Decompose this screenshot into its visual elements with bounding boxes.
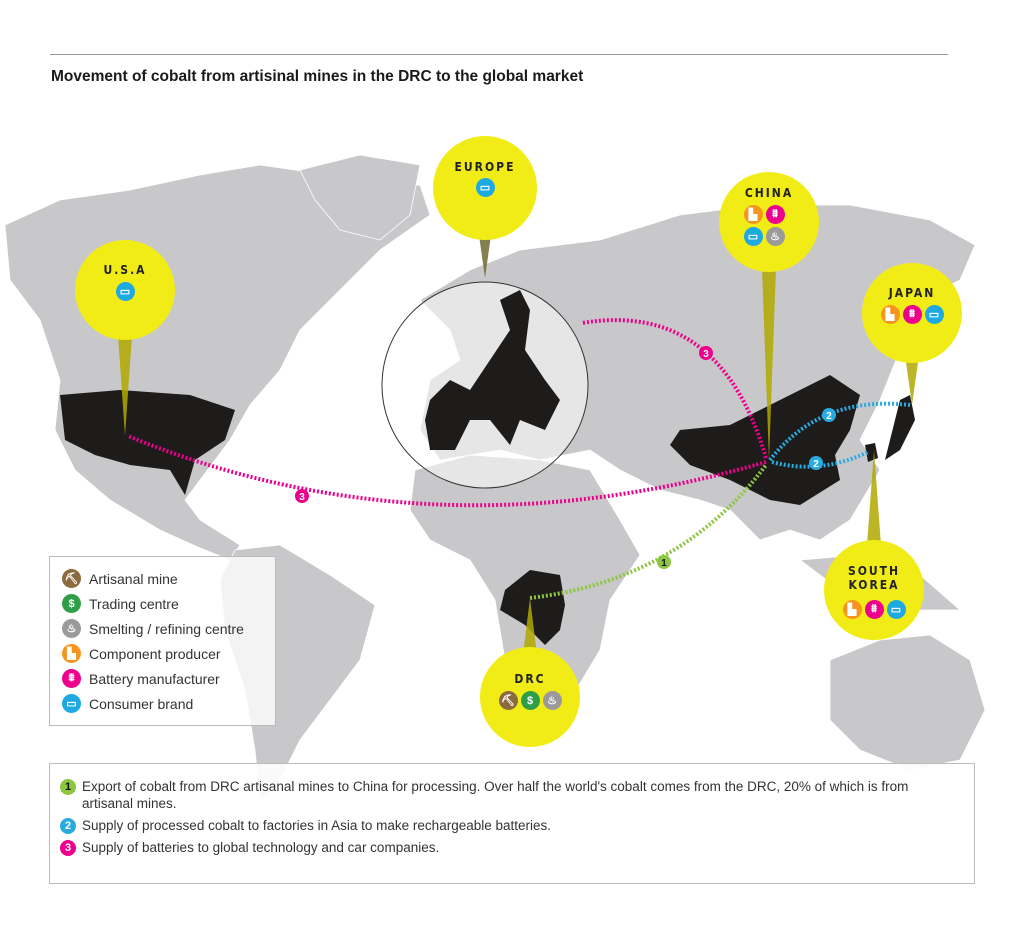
note-1: 1 Export of cobalt from DRC artisanal min…	[60, 778, 974, 812]
artisanal-mine-icon: ⛏	[498, 691, 518, 710]
note-text: Supply of batteries to global technology…	[82, 840, 440, 855]
usa-label: U.S.A	[103, 263, 147, 277]
usa-icons: ▭	[95, 282, 155, 301]
usa-pin	[118, 335, 132, 436]
consumer-brand-icon: ▭	[743, 227, 763, 246]
flow-1-marker: 1	[661, 558, 667, 569]
legend: ⛏ Artisanal mine $ Trading centre ♨ Smeltin…	[49, 556, 276, 726]
trading-centre-icon: $	[520, 691, 540, 710]
legend-item-smelting: ♨ Smelting / refining centre	[62, 616, 275, 641]
legend-item-artisanal-mine: ⛏ Artisanal mine	[62, 566, 275, 591]
note-number: 3	[60, 840, 76, 856]
europe-pin	[478, 228, 492, 278]
drc-pin	[523, 598, 537, 655]
note-2: 2 Supply of processed cobalt to factories…	[60, 817, 974, 834]
korea-pin	[867, 450, 881, 545]
note-text: Supply of processed cobalt to factories …	[82, 818, 552, 833]
europe-label: EUROPE	[454, 160, 516, 174]
legend-label: Component producer	[89, 645, 221, 662]
legend-label: Battery manufacturer	[89, 670, 220, 687]
battery-manufacturer-icon: ⩩	[765, 205, 785, 224]
battery-manufacturer-icon: ⩩	[62, 669, 81, 688]
usa-shape	[60, 390, 235, 495]
smelting-refining-centre-icon: ♨	[765, 227, 785, 246]
battery-manufacturer-icon: ⩩	[902, 305, 922, 324]
legend-item-trading-centre: $ Trading centre	[62, 591, 275, 616]
europe-icons: ▭	[455, 178, 515, 197]
page-title: Movement of cobalt from artisinal mines …	[51, 68, 584, 85]
japan-icons: ▙ ⩩ ▭	[872, 305, 952, 324]
flow-2-japan-marker: 2	[826, 411, 832, 422]
europe-shape	[425, 290, 560, 450]
consumer-brand-icon: ▭	[886, 600, 906, 619]
legend-label: Artisanal mine	[89, 570, 178, 587]
consumer-brand-icon: ▭	[475, 178, 495, 197]
trading-centre-icon: $	[62, 594, 81, 613]
battery-manufacturer-icon: ⩩	[864, 600, 884, 619]
japan-shape	[885, 395, 915, 460]
component-producer-icon: ▙	[880, 305, 900, 324]
flow-3-europe-path	[581, 318, 768, 459]
highlighted-countries	[60, 375, 915, 645]
flow-3-europe-marker: 3	[703, 349, 709, 360]
china-label: CHINA	[744, 186, 794, 200]
legend-label: Consumer brand	[89, 695, 194, 712]
south-korea-label: SOUTH KOREA	[847, 564, 901, 592]
china-shape	[670, 375, 860, 505]
note-text: Export of cobalt from DRC artisanal mine…	[82, 779, 909, 811]
south-korea-icons: ▙ ⩩ ▭	[834, 600, 914, 619]
top-rule	[50, 54, 948, 55]
consumer-brand-icon: ▭	[924, 305, 944, 324]
greenland	[299, 154, 421, 241]
smelting-refining-centre-icon: ♨	[62, 619, 81, 638]
pins	[118, 228, 919, 655]
note-number: 2	[60, 818, 76, 834]
drc-shape	[500, 570, 565, 645]
artisanal-mine-icon: ⛏	[62, 569, 81, 588]
legend-label: Trading centre	[89, 595, 179, 612]
drc-label: DRC	[514, 672, 546, 686]
component-producer-icon: ▙	[842, 600, 862, 619]
flow-notes: 1 Export of cobalt from DRC artisanal min…	[49, 763, 975, 884]
china-pin	[762, 268, 776, 460]
legend-item-consumer-brand: ▭ Consumer brand	[62, 691, 275, 716]
smelting-refining-centre-icon: ♨	[542, 691, 562, 710]
flow-markers: 1 2 2 3 3	[295, 346, 836, 569]
consumer-brand-icon: ▭	[115, 282, 135, 301]
australia	[829, 634, 986, 771]
legend-item-battery-manufacturer: ⩩ Battery manufacturer	[62, 666, 275, 691]
flow-3-usa-path	[127, 434, 767, 508]
note-3: 3 Supply of batteries to global technolog…	[60, 839, 974, 856]
japan-label: JAPAN	[888, 286, 936, 300]
flow-3-usa-marker: 3	[299, 492, 305, 503]
flow-2-korea-marker: 2	[813, 459, 819, 470]
japan-pin	[905, 355, 919, 405]
legend-item-component-producer: ▙ Component producer	[62, 641, 275, 666]
component-producer-icon: ▙	[743, 205, 763, 224]
drc-icons: ⛏ $ ♨	[490, 691, 570, 710]
note-number: 1	[60, 779, 76, 795]
legend-label: Smelting / refining centre	[89, 620, 244, 637]
korea-shape	[865, 443, 878, 462]
consumer-brand-icon: ▭	[62, 694, 81, 713]
component-producer-icon: ▙	[62, 644, 81, 663]
china-icons: ▙ ⩩ ▭ ♨	[739, 205, 789, 246]
